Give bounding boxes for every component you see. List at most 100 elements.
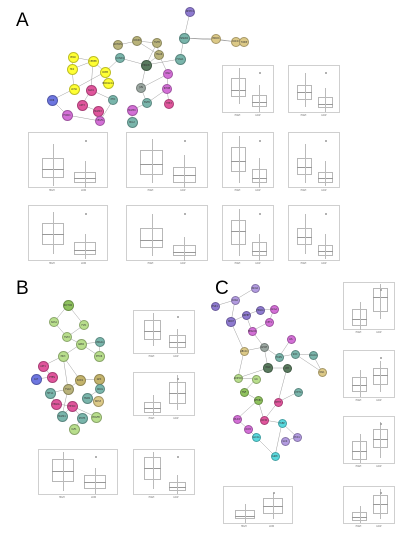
boxplot-area: [222, 65, 274, 113]
boxplot-median: [231, 90, 246, 91]
boxplot-whisker: [95, 468, 96, 494]
boxplot-whisker: [304, 214, 306, 254]
boxplot-median: [352, 450, 367, 452]
network-node: TNF: [239, 387, 249, 397]
network-node: INSR: [263, 363, 273, 373]
boxplot-box: [352, 377, 367, 392]
boxplot-tick-label: HIGH: [300, 189, 307, 192]
boxplot-tick-label: LOW: [173, 355, 179, 358]
panel-label-c: C: [215, 278, 229, 299]
network-node: MAPK3: [92, 105, 104, 117]
boxplot-box: [143, 401, 162, 413]
boxplot-tick-label: LOW: [376, 331, 382, 334]
boxplot-tick-label: HIGH: [49, 262, 55, 265]
boxplot-panel: HIGH LOW: [118, 130, 210, 200]
network-node-label: HIF1A: [46, 391, 54, 395]
network-node: LEP: [282, 363, 292, 373]
network-node-label: VEGFA: [96, 119, 104, 123]
panel-label-b: B: [16, 278, 29, 299]
network-node: AKT1: [37, 360, 49, 372]
network-node: JUN: [135, 82, 147, 94]
boxplot-median: [297, 236, 312, 238]
network-node: KDR: [46, 94, 58, 106]
boxplot-outlier: [259, 71, 262, 74]
network-node-label: TSC2: [65, 387, 71, 391]
network-node-label: LDHA: [70, 87, 78, 91]
network-node: ITGB1: [81, 392, 93, 404]
boxplot-area: [222, 205, 274, 261]
network-node: CYP7A: [293, 387, 303, 397]
boxplot-median: [143, 408, 162, 410]
boxplot-tick-label: HIGH: [148, 355, 155, 358]
network-node-label: HMGCR: [247, 329, 257, 333]
boxplot-box: [140, 149, 164, 175]
boxplot-tick-label: LOW: [180, 189, 186, 192]
boxplot-whisker: [359, 302, 361, 331]
boxplot-outlier: [325, 212, 328, 215]
network-node-label: PDGFB: [92, 415, 100, 419]
boxplot-area: [288, 65, 340, 113]
network-node-label: LEP: [285, 366, 289, 370]
boxplot-panel: HIGH LOW: [280, 63, 342, 125]
network-node: GPX: [93, 373, 105, 385]
boxplot-box: [252, 169, 267, 184]
boxplot-tick-label: HIGH: [234, 262, 241, 265]
network-node: PRKD1: [210, 33, 222, 45]
boxplot-outlier: [177, 316, 180, 319]
network-node-label: AKT3: [79, 103, 85, 107]
network-node-label: PCK1: [294, 435, 300, 439]
network-node-label: CYP7A: [294, 390, 302, 394]
boxplot-whisker: [53, 144, 54, 187]
boxplot-tick-label: HIGH: [355, 399, 362, 402]
boxplot-whisker: [259, 85, 261, 112]
network-node-label: INSR: [265, 366, 271, 370]
network-node-label: SGK1: [88, 88, 94, 92]
boxplot-median: [143, 330, 162, 332]
network-node-label: RXRA: [232, 298, 238, 302]
boxplot-tick-label: HIGH: [234, 114, 241, 117]
boxplot-whisker: [152, 452, 154, 490]
network-node: MAP3K: [126, 104, 138, 116]
boxplot-median: [235, 515, 255, 517]
network-node: EGFR: [141, 97, 153, 109]
network-node-label: FOXO1: [63, 113, 71, 117]
boxplot-area: [126, 205, 208, 261]
network-node: SGK1: [85, 84, 97, 96]
network-node-label: GCK: [282, 439, 288, 443]
network-node-label: STAT3: [78, 416, 86, 420]
boxplot-area: [38, 449, 118, 495]
network-node: HMGCR: [247, 326, 257, 336]
boxplot-median: [373, 297, 388, 299]
boxplot-tick-label: HIGH: [234, 189, 241, 192]
boxplot-area: [28, 205, 108, 261]
boxplot-tick-label: HIGH: [300, 262, 307, 265]
network-node: PPARGC1A: [102, 77, 114, 89]
network-node: HIF1A: [44, 387, 56, 399]
network-node-label: ROCK1: [232, 40, 240, 44]
network-node-label: IRS2: [165, 72, 171, 76]
network-node-label: NFKB1: [254, 398, 262, 402]
network-node-label: AKT1: [40, 364, 46, 368]
boxplot-whisker: [304, 73, 306, 107]
boxplot-tick-label: LOW: [321, 189, 327, 192]
network-node-label: CDKN1: [133, 39, 141, 43]
network-node: FOXO1: [61, 109, 73, 121]
boxplot-whisker: [325, 161, 327, 187]
network-node-label: EGFR: [144, 101, 150, 105]
network-node-label: SOS1: [51, 320, 57, 324]
network-node-label: GPX: [96, 377, 102, 381]
boxplot-median: [297, 166, 312, 168]
network-node: SREBF: [241, 310, 251, 320]
boxplot-whisker: [85, 234, 86, 260]
boxplot-whisker: [177, 475, 179, 494]
boxplot-tick-label: LOW: [81, 262, 87, 265]
network-node-label: FLT1: [81, 323, 87, 327]
network-node: CCND1: [115, 53, 125, 63]
boxplot-tick-label: LOW: [376, 399, 382, 402]
boxplot-tick-label: HIGH: [241, 525, 247, 528]
boxplot-box: [73, 242, 97, 256]
network-node-label: ACAA: [270, 307, 278, 311]
boxplot-median: [252, 102, 267, 103]
boxplot-tick-label: LOW: [180, 262, 186, 265]
boxplot-median: [172, 175, 196, 176]
